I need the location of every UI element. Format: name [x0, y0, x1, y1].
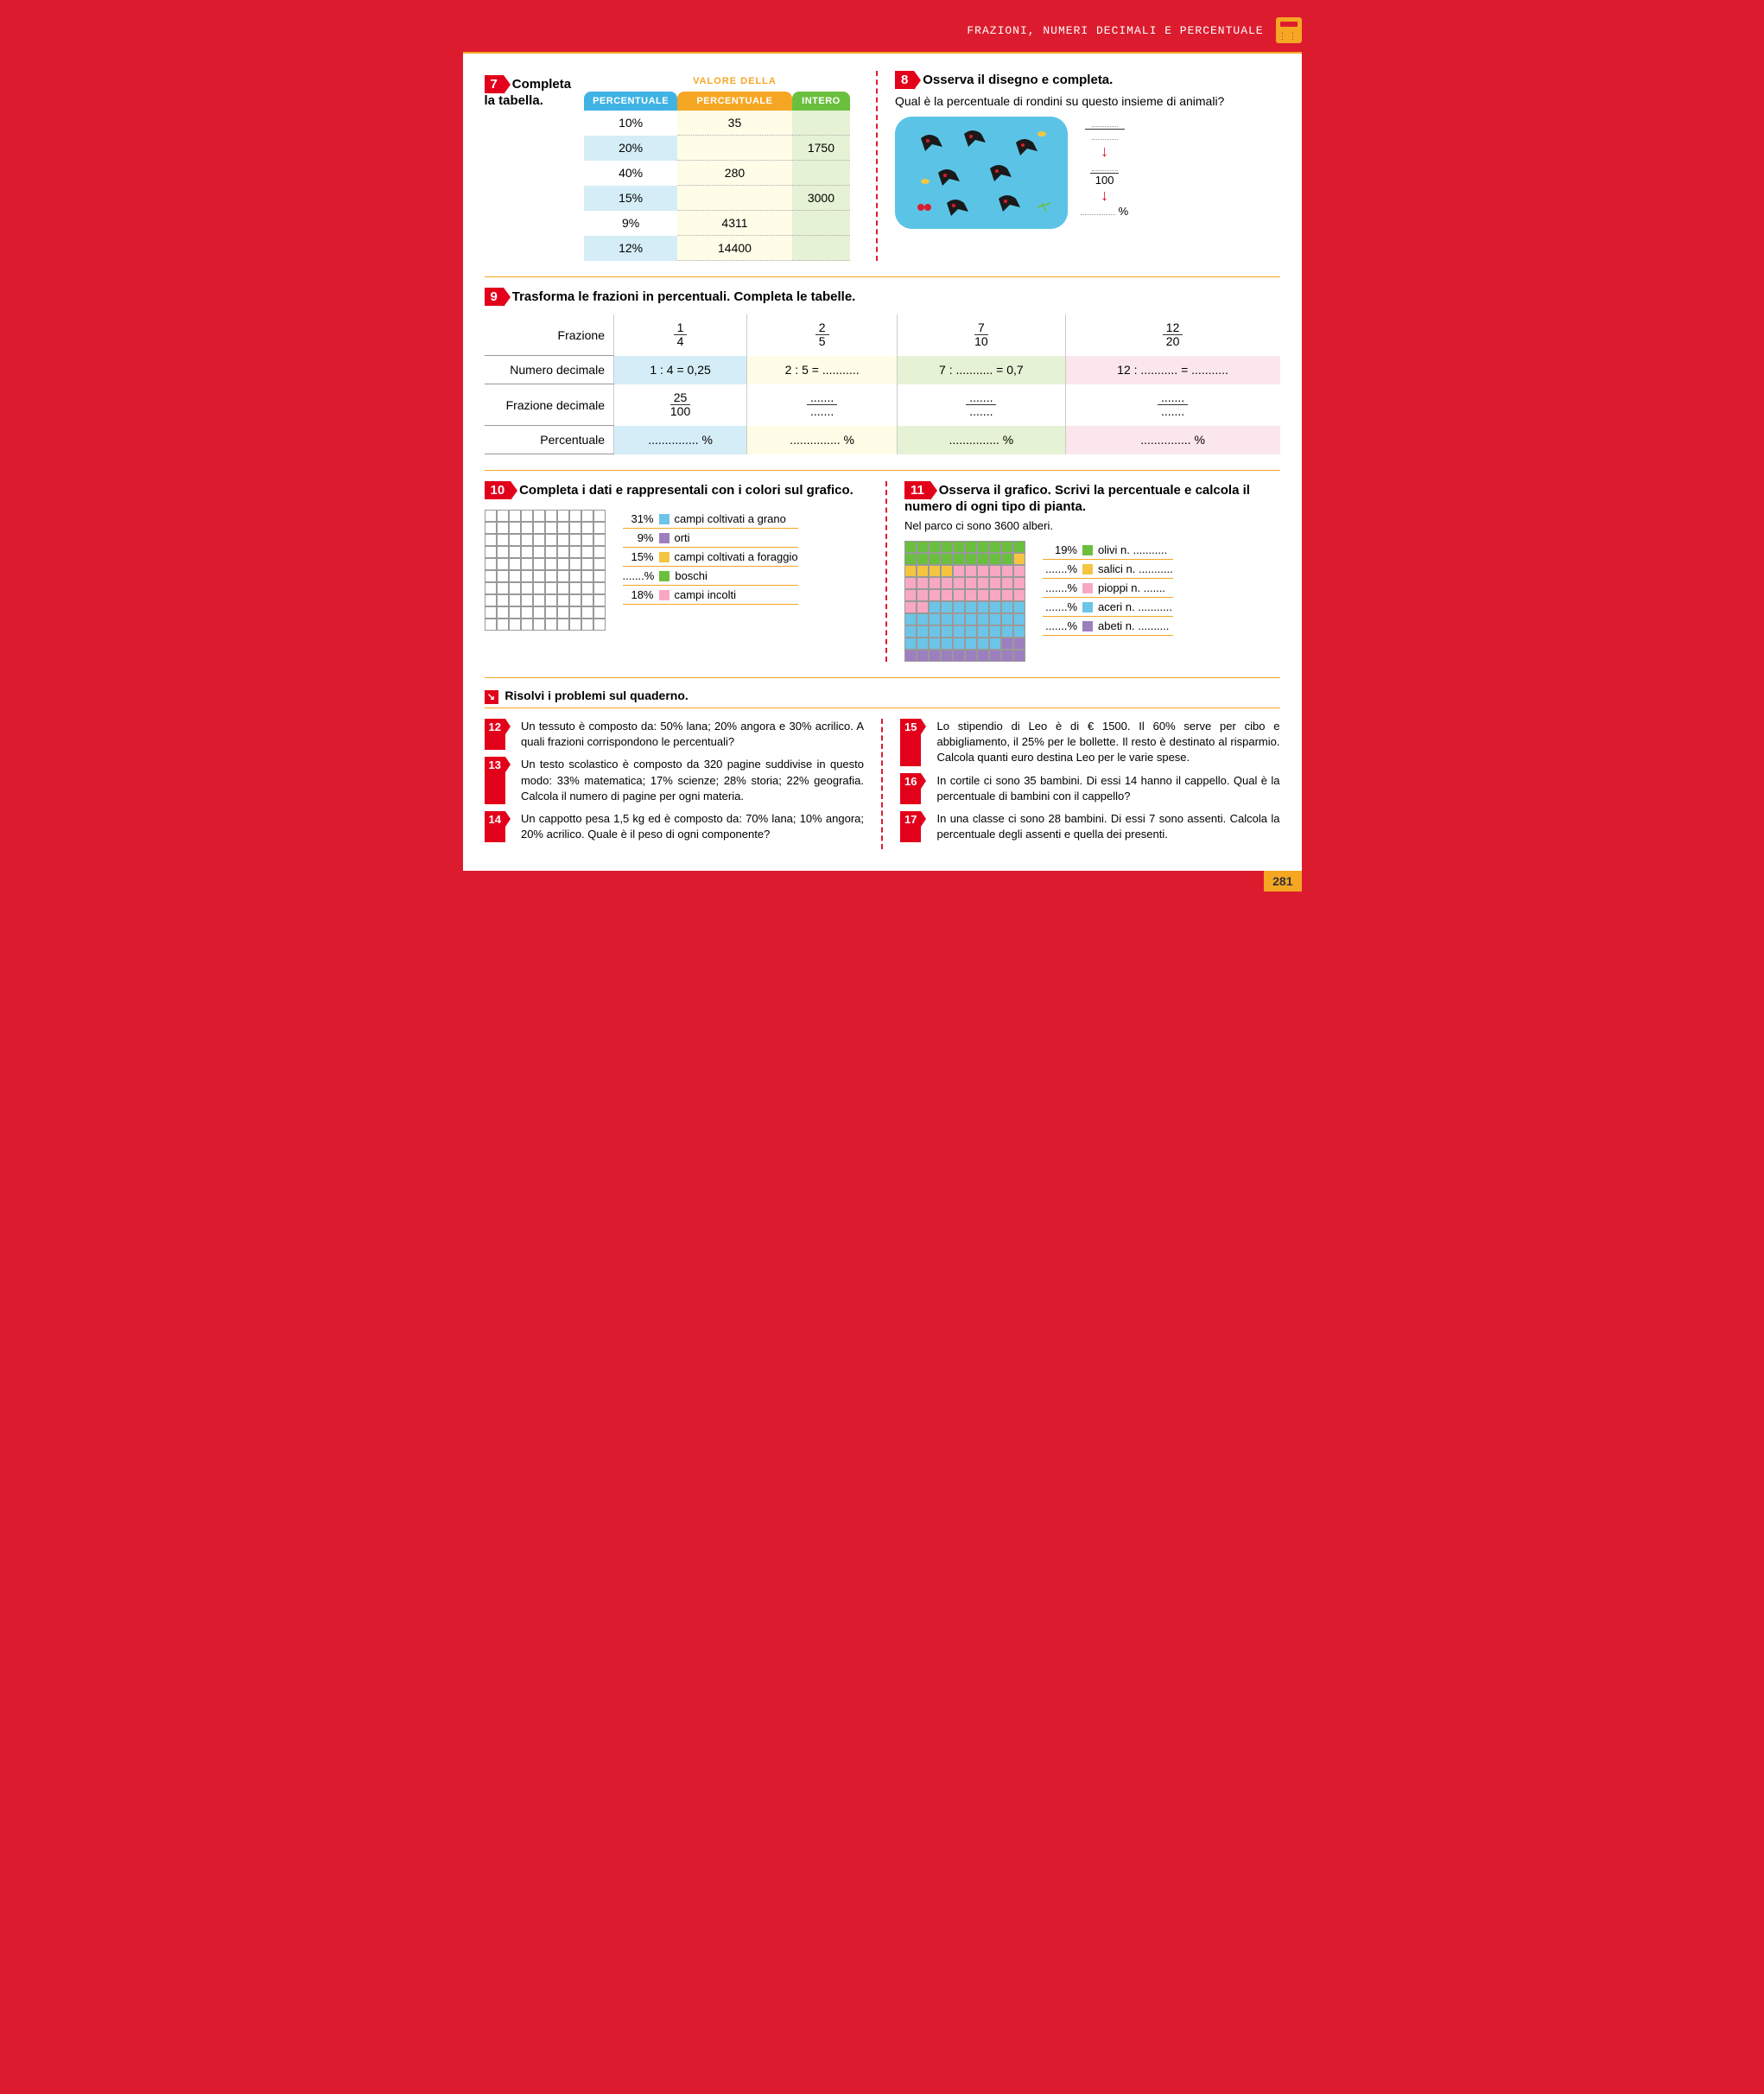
problems-heading: ↘ Risolvi i problemi sul quaderno.: [485, 688, 1280, 704]
legend-10: 31%campi coltivati a grano9%orti15%campi…: [623, 510, 798, 605]
legend-11: 19%olivi n. ..................%salici n.…: [1043, 541, 1173, 636]
fraction-workout: ↓ 100 ↓ %: [1081, 117, 1128, 218]
table-9: Frazione14257101220 Numero decimale1 : 4…: [485, 314, 1280, 454]
calculator-icon: [1276, 17, 1302, 43]
exercise-11: 11 Osserva il grafico. Scrivi la percent…: [885, 481, 1280, 662]
badge-8: 8: [895, 71, 914, 89]
exercise-9: 9 Trasforma le frazioni in percentuali. …: [485, 288, 1280, 454]
badge-7: 7: [485, 75, 504, 93]
badge-10: 10: [485, 481, 511, 499]
problems: 12Un tessuto è composto da: 50% lana; 20…: [485, 719, 1280, 849]
badge-11: 11: [904, 481, 930, 499]
table-7: VALORE DELLA PERCENTUALE PERCENTUALE INT…: [584, 71, 850, 261]
page-header: FRAZIONI, NUMERI DECIMALI E PERCENTUALE: [463, 17, 1302, 43]
page-number: 281: [1264, 871, 1301, 892]
arrow-down-icon: ↘: [485, 690, 498, 704]
exercise-10: 10 Completa i dati e rappresentali con i…: [485, 481, 860, 662]
grid-10x10: [485, 510, 606, 631]
birds-illustration: [895, 117, 1068, 229]
exercise-7: 7 Completala tabella. VALORE DELLA PERCE…: [485, 71, 851, 261]
chapter-title: FRAZIONI, NUMERI DECIMALI E PERCENTUALE: [967, 24, 1263, 37]
colored-grid: [904, 541, 1025, 662]
badge-9: 9: [485, 288, 504, 306]
exercise-8: 8 Osserva il disegno e completa. Qual è …: [876, 71, 1280, 261]
